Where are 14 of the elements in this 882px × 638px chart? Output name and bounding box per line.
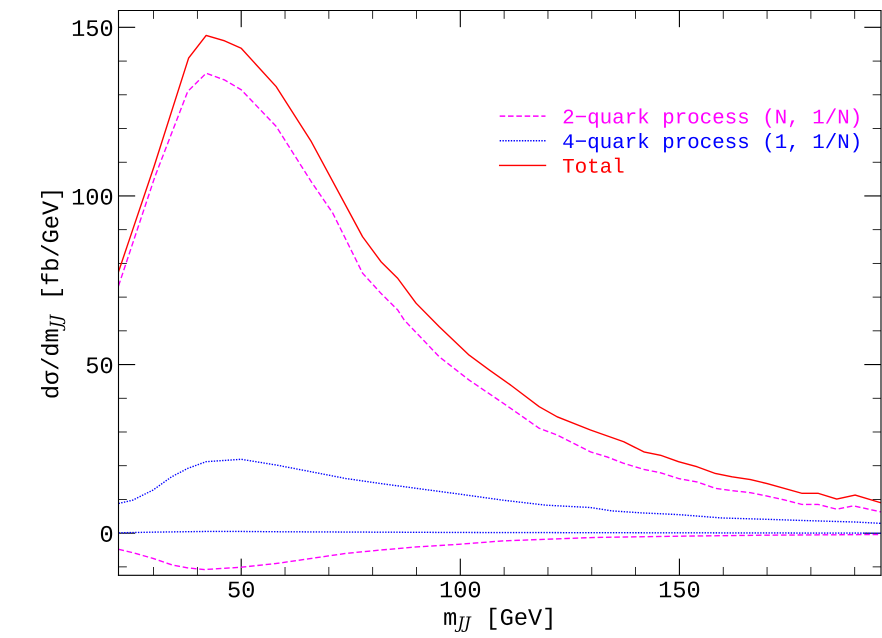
legend-label: 2−quark process (N, 1/N) <box>564 108 859 128</box>
x-tick-label: 50 <box>228 581 254 598</box>
legend-label: 4−quark process (1, 1/N) <box>563 132 859 152</box>
x-tick-label: 150 <box>660 581 700 598</box>
y-tick-label: 0 <box>100 526 112 542</box>
y-tick-label: 100 <box>72 188 112 205</box>
y-axis-title: dσ/dm$_{JJ}$ [fb/GeV] <box>41 191 66 398</box>
x-tick-label: 100 <box>440 581 480 598</box>
y-tick-label: 150 <box>72 20 112 36</box>
legend-label: Total <box>562 158 624 173</box>
line-series <box>118 534 881 570</box>
line-series <box>118 458 881 524</box>
y-tick-label: 50 <box>86 357 112 374</box>
x-axis-title: m$_{JJ}$ [GeV] <box>444 608 552 632</box>
